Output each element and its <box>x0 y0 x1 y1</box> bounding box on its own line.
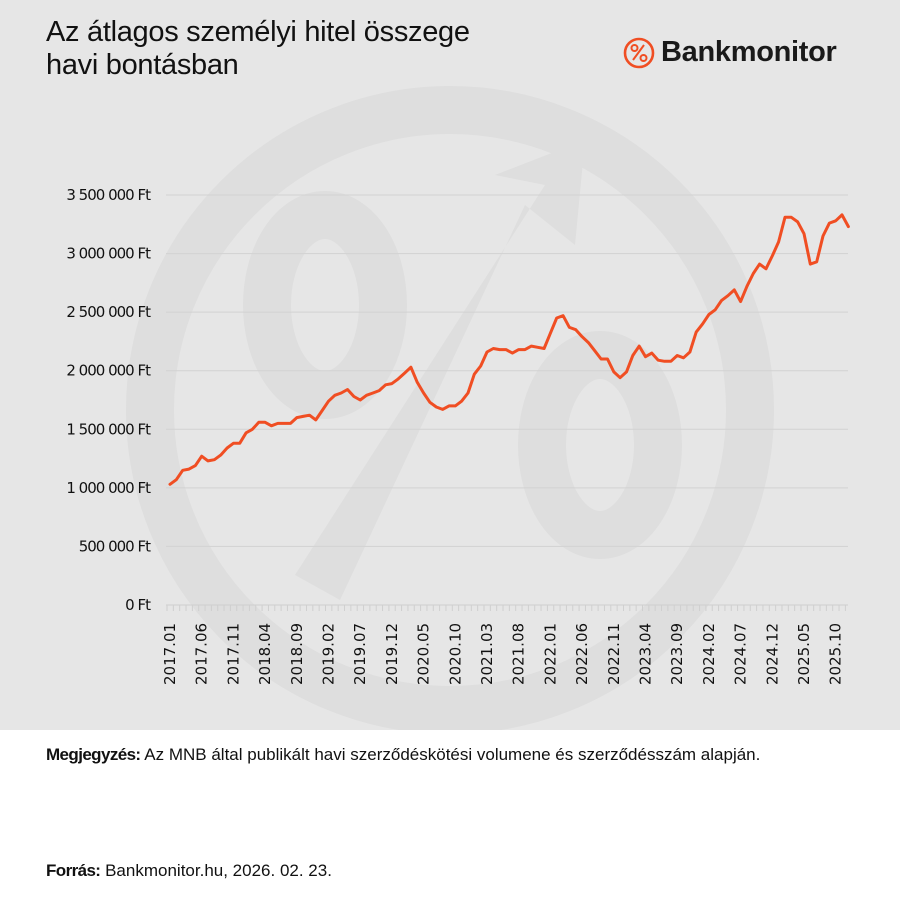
footnote: Megjegyzés: Az MNB által publikált havi … <box>46 744 836 766</box>
note-text: Az MNB által publikált havi szerződésköt… <box>140 745 761 764</box>
gridlines <box>166 194 848 606</box>
x-tick-label: 2019.07 <box>351 623 369 685</box>
title-line-1: Az átlagos személyi hitel összege <box>46 16 470 48</box>
brand-name: Bankmonitor <box>661 36 837 68</box>
source-line: Forrás: Bankmonitor.hu, 2026. 02. 23. <box>46 861 332 881</box>
y-tick-label: 0 Ft <box>125 596 151 614</box>
x-axis: 2017.01 2017.06 2017.11 2018.04 2018.09 2019.… <box>161 605 846 685</box>
x-tick-label: 2025.05 <box>795 623 813 685</box>
x-tick-label: 2023.04 <box>637 623 655 685</box>
percent-watermark-icon <box>0 0 900 730</box>
line-chart: 0 Ft 500 000 Ft 1 000 000 Ft 1 500 000 Ft 2 … <box>66 186 850 685</box>
brand-logo: Bankmonitor <box>623 36 837 69</box>
x-tick-label: 2017.06 <box>193 623 211 685</box>
y-tick-label: 3 500 000 Ft <box>66 186 151 204</box>
x-tick-label: 2020.10 <box>446 623 464 685</box>
page-title: Az átlagos személyi hitel összege havi b… <box>46 16 470 82</box>
x-tick-label: 2018.09 <box>288 623 306 685</box>
y-tick-label: 1 000 000 Ft <box>66 479 151 497</box>
x-tick-label: 2019.02 <box>320 623 338 685</box>
y-axis-labels: 0 Ft 500 000 Ft 1 000 000 Ft 1 500 000 Ft 2 … <box>66 186 152 614</box>
y-tick-label: 500 000 Ft <box>79 537 151 555</box>
source-text: Bankmonitor.hu, 2026. 02. 23. <box>100 861 332 880</box>
data-line <box>168 213 850 486</box>
x-tick-label: 2021.03 <box>478 623 496 685</box>
y-tick-label: 2 000 000 Ft <box>66 362 151 380</box>
x-tick-label: 2022.01 <box>541 623 559 685</box>
percent-circle-icon <box>623 37 655 68</box>
y-tick-label: 2 500 000 Ft <box>66 303 151 321</box>
source-label: Forrás: <box>46 861 101 880</box>
x-tick-label: 2020.05 <box>415 623 433 685</box>
x-tick-label: 2023.09 <box>668 623 686 685</box>
x-tick-label: 2017.11 <box>224 623 242 685</box>
x-tick-label: 2022.11 <box>605 623 623 685</box>
x-tick-label: 2021.08 <box>510 623 528 685</box>
x-tick-label: 2019.12 <box>383 623 401 685</box>
x-tick-label: 2017.01 <box>161 623 179 685</box>
x-tick-label: 2022.06 <box>573 623 591 685</box>
x-tick-label: 2024.02 <box>700 623 718 685</box>
note-label: Megjegyzés: <box>46 745 141 764</box>
y-tick-label: 3 000 000 Ft <box>66 245 151 263</box>
x-tick-label: 2024.07 <box>732 623 750 685</box>
x-tick-label: 2025.10 <box>827 623 845 685</box>
title-line-2: havi bontásban <box>46 49 239 81</box>
x-tick-label: 2018.04 <box>256 623 274 685</box>
x-tick-label: 2024.12 <box>763 623 781 685</box>
chart-panel: Az átlagos személyi hitel összege havi b… <box>0 0 900 730</box>
y-tick-label: 1 500 000 Ft <box>66 420 151 438</box>
